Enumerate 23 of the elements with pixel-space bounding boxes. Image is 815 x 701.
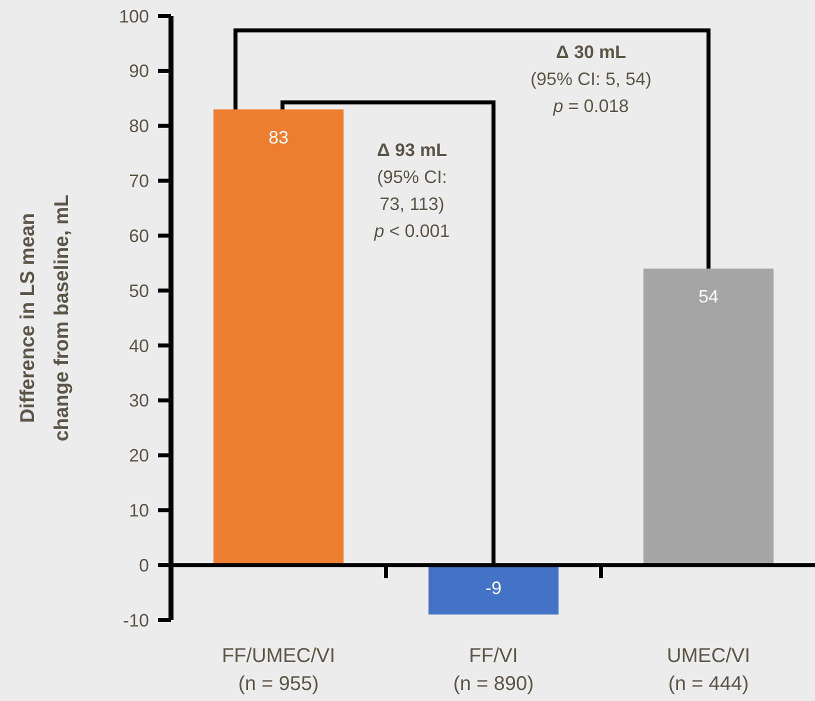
annotation: Δ 30 mL (95% CI: 5, 54) p = 0.018 — [530, 42, 652, 116]
x-tick-label: FF/UMEC/VI (n = 955) — [222, 645, 336, 695]
y-tick-label: 40 — [128, 336, 149, 356]
y-tick-label: 10 — [128, 500, 149, 520]
data-label: 83 — [268, 127, 289, 148]
y-axis-title: Difference in LS mean change from baseline, mL — [17, 194, 73, 442]
y-tick-label: 0 — [138, 555, 149, 576]
y-tick-label: -10 — [122, 610, 149, 630]
annotation: Δ 93 mL (95% CI: 73, 113) p < 0.001 — [373, 140, 450, 241]
y-tick-label: 20 — [128, 446, 149, 466]
bar — [643, 268, 774, 566]
y-tick-label: 80 — [128, 116, 149, 136]
y-tick-label: 70 — [128, 171, 149, 192]
data-label: -9 — [485, 578, 502, 598]
x-tick-label: FF/VI (n = 890) — [453, 645, 534, 695]
y-tick-label: 100 — [118, 6, 149, 26]
y-tick-label: 90 — [128, 61, 149, 82]
y-tick-label: 30 — [128, 390, 149, 411]
x-tick-label: UMEC/VI (n = 444) — [666, 645, 750, 695]
y-tick-label: 50 — [128, 280, 149, 301]
data-label: 54 — [698, 286, 719, 307]
y-tick-label: 60 — [128, 226, 149, 246]
bar — [428, 565, 559, 615]
